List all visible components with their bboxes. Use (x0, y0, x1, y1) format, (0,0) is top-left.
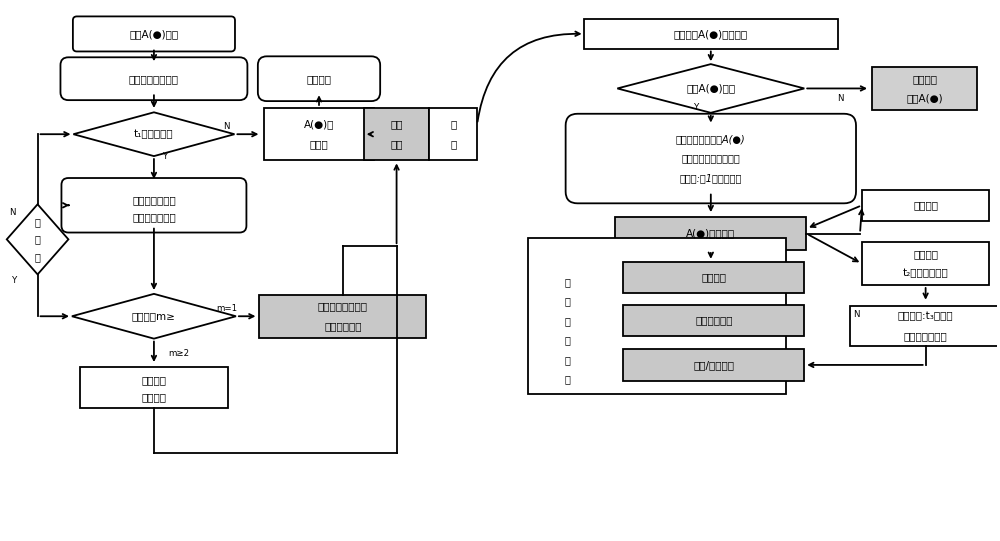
Bar (862, 242, 989, 285)
Bar (623, 262, 804, 293)
Text: 向簇首申请入网，: 向簇首申请入网， (318, 301, 368, 312)
FancyBboxPatch shape (566, 114, 856, 203)
Text: 普通节点: 普通节点 (141, 375, 166, 386)
Text: t₁内收到信息: t₁内收到信息 (134, 129, 174, 139)
Text: N: N (837, 94, 843, 103)
Text: 主动退网: 主动退网 (913, 200, 938, 210)
Bar (872, 67, 977, 110)
Text: 在网节点m≥: 在网节点m≥ (132, 311, 176, 321)
Text: 功: 功 (565, 355, 571, 365)
Text: Y: Y (163, 152, 168, 161)
Text: Y: Y (694, 103, 700, 113)
Polygon shape (617, 64, 804, 113)
Text: A(●)为: A(●)为 (304, 120, 334, 129)
Text: 态分配:第1个可用时隙: 态分配:第1个可用时隙 (680, 173, 742, 183)
Text: 不加A(●): 不加A(●) (906, 93, 943, 103)
Text: 首: 首 (450, 139, 456, 149)
Text: 终端A(●)开机: 终端A(●)开机 (129, 29, 178, 39)
Text: N: N (853, 310, 859, 319)
Polygon shape (73, 113, 234, 156)
Text: Y: Y (12, 276, 17, 285)
Text: 入网申请: 入网申请 (141, 392, 166, 402)
Text: 动态时隙分配: 动态时隙分配 (695, 315, 733, 325)
Bar (259, 295, 426, 338)
Bar (623, 349, 804, 380)
Text: 能: 能 (565, 374, 571, 385)
Text: 广播信息: 广播信息 (307, 74, 332, 84)
Text: 连接状态: 连接状态 (912, 74, 937, 84)
Text: 他: 他 (565, 296, 571, 307)
Text: 被动退网: 被动退网 (913, 249, 938, 259)
Text: 准簇首: 准簇首 (310, 139, 328, 149)
Text: 网: 网 (565, 316, 571, 326)
FancyBboxPatch shape (258, 56, 380, 101)
FancyBboxPatch shape (61, 178, 246, 233)
Bar (584, 19, 838, 49)
Bar (80, 367, 228, 408)
FancyBboxPatch shape (73, 16, 235, 51)
Polygon shape (72, 294, 236, 339)
Text: 更换/升级簇首: 更换/升级簇首 (693, 360, 734, 370)
Text: N: N (223, 122, 230, 131)
Bar (623, 305, 804, 336)
Bar (364, 108, 429, 161)
Text: m=1: m=1 (216, 304, 237, 313)
Text: 标记为副簇首: 标记为副簇首 (324, 321, 362, 331)
Polygon shape (7, 204, 68, 274)
Bar (850, 306, 1000, 346)
Text: 认证A(●)合法: 认证A(●)合法 (686, 83, 735, 94)
Text: 在入网应答帧的时隙状: 在入网应答帧的时隙状 (681, 154, 740, 163)
Text: N: N (9, 208, 16, 216)
Text: 簇: 簇 (35, 234, 41, 245)
Text: 首: 首 (35, 252, 41, 262)
Text: m≥2: m≥2 (168, 349, 189, 358)
Text: 接收默认频点信号: 接收默认频点信号 (129, 74, 179, 84)
Bar (615, 217, 806, 250)
Text: 中继路由: 中继路由 (701, 272, 726, 282)
Bar (862, 190, 989, 221)
Text: 络: 络 (565, 335, 571, 346)
Text: t₂内收不到节点: t₂内收不到节点 (903, 268, 948, 279)
Text: 簇首被退:t₃内网络: 簇首被退:t₃内网络 (898, 311, 953, 321)
Text: 入网: 入网 (390, 139, 403, 149)
Text: 簇: 簇 (450, 120, 456, 129)
Text: 分析节点信息：: 分析节点信息： (132, 195, 176, 206)
Text: 有: 有 (35, 217, 41, 227)
FancyBboxPatch shape (60, 57, 247, 100)
Text: 簇首、连接状态: 簇首、连接状态 (132, 212, 176, 222)
Text: A(●)入网完成: A(●)入网完成 (686, 228, 735, 239)
Bar (528, 239, 786, 394)
Bar (429, 108, 477, 161)
Text: 簇首收到A(●)入网申请: 簇首收到A(●)入网申请 (674, 29, 748, 39)
Bar (264, 108, 374, 161)
Text: 其: 其 (565, 277, 571, 287)
Text: 簇首在连接状态加A(●): 簇首在连接状态加A(●) (676, 134, 746, 144)
Text: 收到: 收到 (390, 120, 403, 129)
FancyArrowPatch shape (478, 31, 580, 122)
Text: 连接状态无簇首: 连接状态无簇首 (904, 331, 947, 341)
